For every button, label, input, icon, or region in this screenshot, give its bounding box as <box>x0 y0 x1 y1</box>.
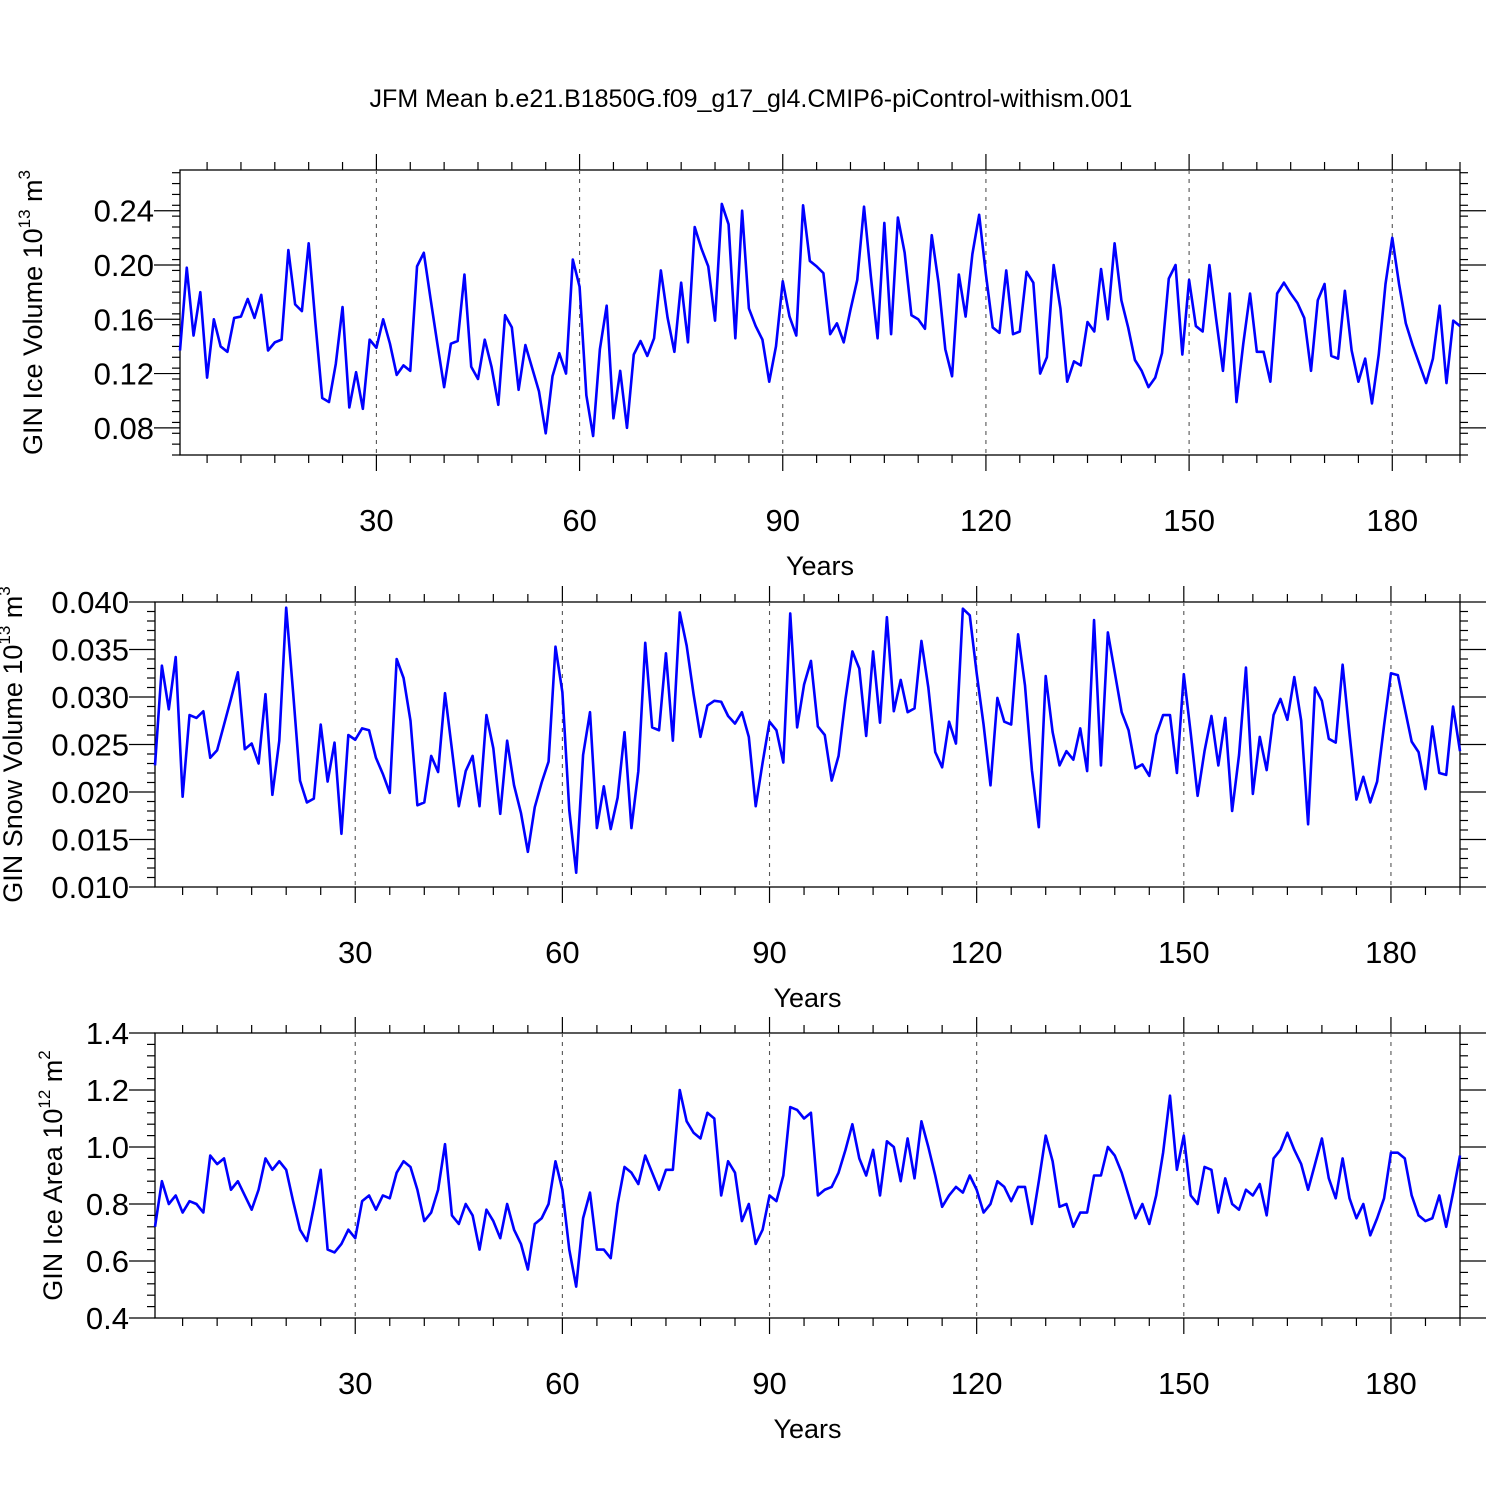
figure-title: JFM Mean b.e21.B1850G.f09_g17_gl4.CMIP6-… <box>370 85 1133 113</box>
x-tick-label: 180 <box>1365 1366 1417 1401</box>
y-tick-label: 0.010 <box>51 870 129 905</box>
x-tick-label: 90 <box>752 1366 786 1401</box>
y-tick-label: 0.035 <box>51 633 129 668</box>
y-tick-label: 0.015 <box>51 823 129 858</box>
plot-frame <box>154 1032 1461 1319</box>
x-tick-label: 150 <box>1158 1366 1210 1401</box>
y-axis-label-unit: m <box>38 1060 68 1090</box>
x-axis-label: Years <box>786 551 854 581</box>
y-axis-label-unit-exponent: 3 <box>15 170 34 179</box>
y-tick-label: 0.6 <box>86 1244 129 1279</box>
y-axis-label-unit-exponent: 3 <box>0 586 14 595</box>
y-tick-label: 0.025 <box>51 728 129 763</box>
y-tick-label: 0.16 <box>94 302 154 337</box>
x-tick-label: 180 <box>1365 935 1417 970</box>
x-tick-label: 60 <box>545 935 579 970</box>
y-axis-label-exponent: 13 <box>15 209 34 228</box>
x-tick-label: 30 <box>338 935 372 970</box>
x-axis-label: Years <box>773 1414 841 1444</box>
x-axis-label: Years <box>773 983 841 1013</box>
x-tick-label: 60 <box>562 503 596 538</box>
x-tick-label: 120 <box>960 503 1012 538</box>
y-axis-label-exponent: 12 <box>35 1090 54 1109</box>
x-tick-label: 60 <box>545 1366 579 1401</box>
panel-ice-volume: 30 60 90 120 150 180 0.08 0.12 0.16 0.20 0.24 Years… <box>15 154 1486 581</box>
series-line <box>178 202 1461 438</box>
y-axis-label-unit: m <box>18 179 48 209</box>
y-tick-label: 1.0 <box>86 1130 129 1165</box>
series-line <box>153 606 1462 875</box>
y-tick-label: 0.12 <box>94 357 154 392</box>
panel-snow-volume: 30 60 90 120 150 180 0.010 0.015 0.020 0.025 0.030… <box>0 585 1486 1013</box>
plot-frame <box>154 601 1461 888</box>
y-tick-label: 0.4 <box>86 1301 129 1336</box>
y-axis-label-text: GIN Ice Volume 10 <box>18 228 48 455</box>
x-tick-label: 150 <box>1158 935 1210 970</box>
y-tick-label: 1.4 <box>86 1016 129 1051</box>
x-tick-label: 90 <box>752 935 786 970</box>
panel-ice-area: 30 60 90 120 150 180 0.4 0.6 0.8 1.0 1.2 1.4 Years GI… <box>35 1016 1486 1444</box>
y-tick-label: 0.8 <box>86 1187 129 1222</box>
y-tick-label: 0.020 <box>51 775 129 810</box>
y-tick-label: 0.24 <box>94 194 154 229</box>
y-tick-label: 0.08 <box>94 411 154 446</box>
y-tick-label: 1.2 <box>86 1073 129 1108</box>
x-tick-label: 120 <box>951 935 1003 970</box>
y-axis-label: GIN Ice Volume 1013 m3 <box>15 170 48 455</box>
y-tick-label: 0.030 <box>51 680 129 715</box>
series-line <box>153 1088 1462 1288</box>
plot-frame <box>179 169 1461 456</box>
y-axis-label-exponent: 13 <box>0 626 14 645</box>
x-tick-label: 90 <box>766 503 800 538</box>
x-tick-label: 120 <box>951 1366 1003 1401</box>
y-axis-label: GIN Snow Volume 1013 m3 <box>0 586 28 903</box>
y-axis-label-text: GIN Snow Volume 10 <box>0 645 28 903</box>
y-tick-label: 0.20 <box>94 248 154 283</box>
y-axis-label: GIN Ice Area 1012 m2 <box>35 1050 68 1301</box>
y-tick-label: 0.040 <box>51 585 129 620</box>
y-axis-label-text: GIN Ice Area 10 <box>38 1109 68 1301</box>
x-tick-label: 30 <box>359 503 393 538</box>
y-axis-label-unit-exponent: 2 <box>35 1050 54 1059</box>
y-axis-label-unit: m <box>0 596 28 626</box>
x-tick-label: 30 <box>338 1366 372 1401</box>
x-tick-label: 180 <box>1366 503 1418 538</box>
x-tick-label: 150 <box>1163 503 1215 538</box>
